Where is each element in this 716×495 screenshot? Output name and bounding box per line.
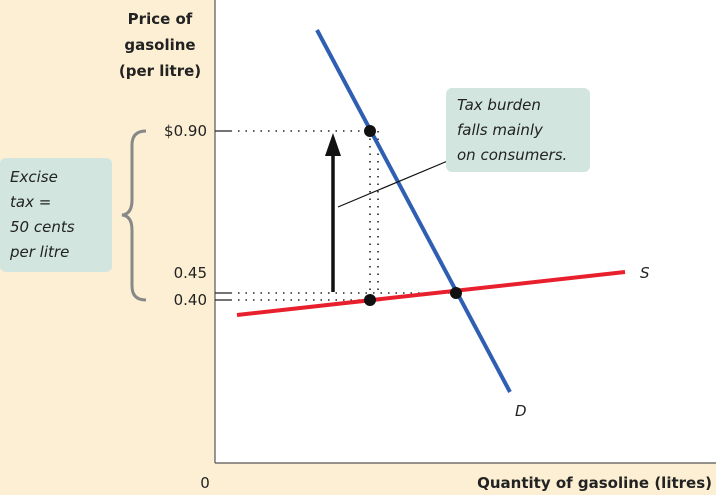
brace [121, 129, 147, 302]
guide-lines [238, 130, 456, 301]
tax-note-text: per litre [9, 243, 69, 261]
tax-note-box [0, 158, 112, 272]
price-label: $0.90 [164, 122, 207, 140]
points [364, 125, 462, 306]
y-axis-label: gasoline [124, 36, 195, 54]
demand-curve [315, 29, 512, 393]
callout-text: falls mainly [457, 121, 544, 139]
price-label: 0.45 [174, 264, 207, 282]
x-axis-label: Quantity of gasoline (litres) [477, 474, 712, 492]
callout-box [446, 88, 590, 172]
supply-label: S [640, 264, 650, 282]
origin-label: 0 [200, 474, 210, 492]
callout-text: Tax burden [457, 96, 541, 114]
callout-pointer [337, 159, 451, 208]
y-axis-label: (per litre) [119, 62, 201, 80]
demand-label: D [515, 402, 527, 420]
y-axis-label: Price of [128, 10, 193, 28]
callout-text: on consumers. [457, 146, 567, 164]
tax-note-text: 50 cents [10, 218, 75, 236]
tax-note-text: tax = [10, 193, 51, 211]
tax-arrowhead [325, 133, 341, 156]
tax-note-text: Excise [10, 168, 58, 186]
price-label: 0.40 [174, 291, 207, 309]
supply-curve [236, 270, 626, 317]
price-ticks [215, 130, 232, 301]
plot-area [215, 0, 716, 463]
